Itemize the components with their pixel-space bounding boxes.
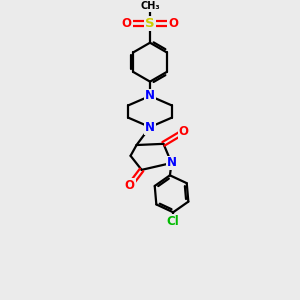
Text: O: O [122,17,132,30]
Text: N: N [145,121,155,134]
Text: S: S [145,17,155,30]
Text: CH₃: CH₃ [140,1,160,11]
Text: Cl: Cl [167,215,179,228]
Text: O: O [125,179,135,192]
Text: N: N [167,157,176,169]
Text: O: O [168,17,178,30]
Text: N: N [145,89,155,103]
Text: O: O [178,125,188,138]
